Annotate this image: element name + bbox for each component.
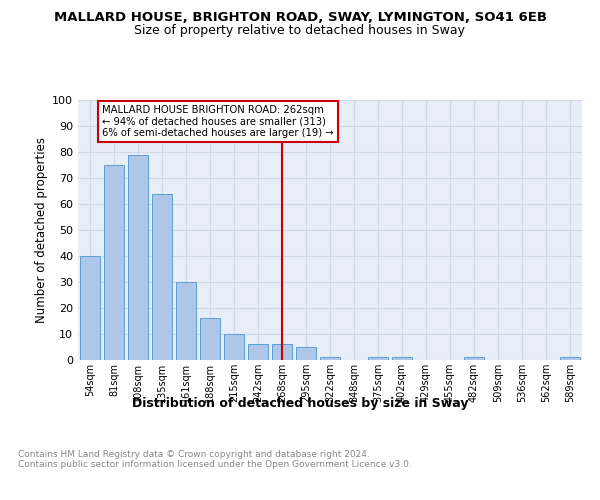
Bar: [272, 344, 292, 360]
Bar: [560, 358, 580, 360]
Bar: [224, 334, 244, 360]
Bar: [152, 194, 172, 360]
Bar: [200, 318, 220, 360]
Bar: [248, 344, 268, 360]
Bar: [104, 165, 124, 360]
Bar: [296, 347, 316, 360]
Text: Distribution of detached houses by size in Sway: Distribution of detached houses by size …: [132, 398, 468, 410]
Text: MALLARD HOUSE, BRIGHTON ROAD, SWAY, LYMINGTON, SO41 6EB: MALLARD HOUSE, BRIGHTON ROAD, SWAY, LYMI…: [53, 11, 547, 24]
Bar: [368, 358, 388, 360]
Text: Contains HM Land Registry data © Crown copyright and database right 2024.
Contai: Contains HM Land Registry data © Crown c…: [18, 450, 412, 469]
Bar: [128, 154, 148, 360]
Bar: [320, 358, 340, 360]
Bar: [176, 282, 196, 360]
Bar: [80, 256, 100, 360]
Y-axis label: Number of detached properties: Number of detached properties: [35, 137, 48, 323]
Bar: [392, 358, 412, 360]
Text: MALLARD HOUSE BRIGHTON ROAD: 262sqm
← 94% of detached houses are smaller (313)
6: MALLARD HOUSE BRIGHTON ROAD: 262sqm ← 94…: [102, 105, 334, 138]
Text: Size of property relative to detached houses in Sway: Size of property relative to detached ho…: [134, 24, 466, 37]
Bar: [464, 358, 484, 360]
